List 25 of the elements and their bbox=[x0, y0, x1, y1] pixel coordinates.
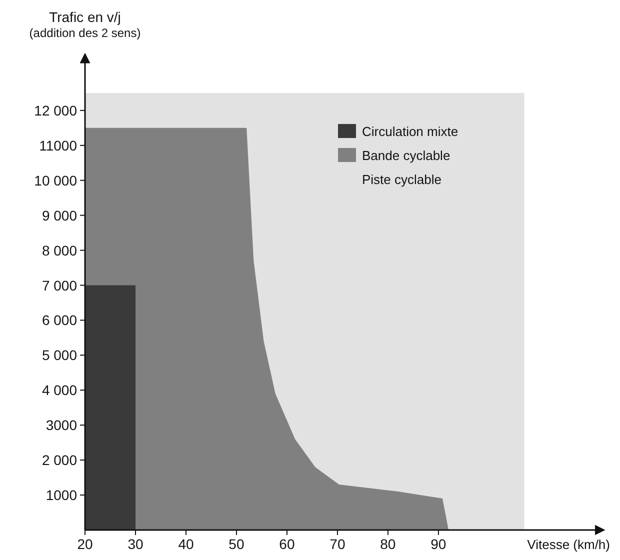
x-tick-label: 60 bbox=[279, 536, 295, 552]
y-tick-label: 7 000 bbox=[42, 277, 78, 294]
y-tick-label: 2 000 bbox=[42, 452, 78, 468]
y-tick-label: 6 000 bbox=[42, 312, 78, 328]
legend-label: Circulation mixte bbox=[362, 124, 458, 139]
series-label: Piste cyclable bbox=[362, 172, 442, 187]
x-tick-label: 20 bbox=[77, 536, 93, 552]
legend-label: Bande cyclable bbox=[362, 148, 450, 163]
y-axis-title: Trafic en v/j (addition des 2 sens) bbox=[29, 9, 141, 40]
y-tick-label: 5 000 bbox=[42, 347, 78, 364]
y-tick-label: 8 000 bbox=[42, 242, 78, 258]
y-tick-label: 11000 bbox=[39, 137, 78, 154]
y-tick-label: 9 000 bbox=[42, 207, 78, 224]
x-tick-label: 30 bbox=[128, 536, 144, 552]
y-tick-label: 3000 bbox=[46, 417, 78, 434]
y-tick-label: 10 000 bbox=[34, 172, 78, 188]
y-tick-label: 12 000 bbox=[34, 102, 78, 118]
y-tick-label: 4 000 bbox=[42, 382, 78, 398]
x-tick-label: 80 bbox=[380, 536, 396, 552]
x-tick-label: 90 bbox=[430, 536, 446, 552]
x-axis-title: Vitesse (km/h) bbox=[527, 537, 610, 552]
x-tick-label: 70 bbox=[330, 536, 346, 552]
y-tick-label: 1000 bbox=[46, 487, 78, 504]
x-tick-label: 50 bbox=[228, 536, 244, 552]
x-tick-label: 40 bbox=[178, 536, 194, 552]
